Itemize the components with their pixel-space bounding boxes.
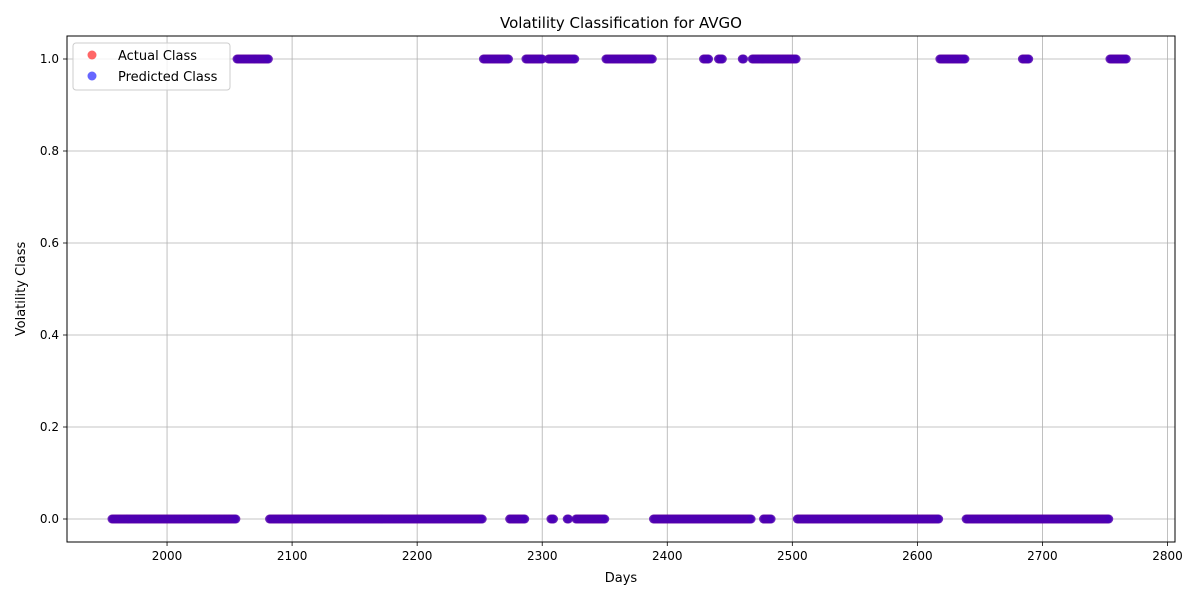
plot-frame — [66, 35, 1176, 543]
predicted-class-point — [1121, 54, 1131, 64]
predicted-class-point — [647, 54, 657, 64]
predicted-class-point — [520, 514, 530, 524]
predicted-class-point — [766, 514, 776, 524]
x-tick-label: 2500 — [777, 549, 808, 563]
predicted-class-point — [1024, 54, 1034, 64]
predicted-class-point — [704, 54, 714, 64]
x-tick-label: 2200 — [402, 549, 433, 563]
predicted-class-point — [600, 514, 610, 524]
predicted-class-point — [960, 54, 970, 64]
x-tick-label: 2600 — [902, 549, 933, 563]
data-points — [107, 54, 1131, 524]
predicted-class-point — [503, 54, 513, 64]
y-tick-label: 0.0 — [40, 512, 59, 526]
legend-marker-predicted-class — [87, 71, 97, 81]
x-tick-label: 2100 — [277, 549, 308, 563]
y-axis-label: Volatility Class — [14, 242, 29, 337]
predicted-class-point — [746, 514, 756, 524]
y-tick-label: 0.2 — [40, 420, 59, 434]
x-tick-label: 2700 — [1027, 549, 1058, 563]
predicted-class-point — [563, 514, 573, 524]
y-tick-label: 1.0 — [40, 52, 59, 66]
predicted-class-point — [1104, 514, 1114, 524]
predicted-class-point — [477, 514, 487, 524]
x-tick-label: 2000 — [152, 549, 183, 563]
y-tick-label: 0.4 — [40, 328, 59, 342]
legend-box — [72, 42, 231, 91]
grid — [67, 36, 1175, 542]
x-tick-label: 2800 — [1152, 549, 1183, 563]
predicted-class-point — [231, 514, 241, 524]
y-axis-ticks: 0.0 0.2 0.4 0.6 0.8 1.0 — [40, 52, 67, 526]
legend-label-actual-class: Actual Class — [118, 49, 197, 64]
legend: Actual Class Predicted Class — [72, 42, 231, 91]
predicted-class-point — [934, 514, 944, 524]
x-axis-ticks: 2000 2100 2200 2300 2400 2500 2600 2700 2800 — [152, 542, 1183, 563]
x-axis-label: Days — [605, 571, 638, 586]
x-tick-label: 2300 — [527, 549, 558, 563]
y-tick-label: 0.8 — [40, 144, 59, 158]
legend-marker-actual-class — [87, 50, 97, 60]
predicted-class-point — [717, 54, 727, 64]
predicted-class-point — [739, 54, 749, 64]
y-tick-label: 0.6 — [40, 236, 59, 250]
legend-label-predicted-class: Predicted Class — [118, 70, 218, 85]
predicted-class-point — [548, 514, 558, 524]
predicted-class-point — [570, 54, 580, 64]
chart-title: Volatility Classification for AVGO — [500, 14, 742, 32]
predicted-class-point — [791, 54, 801, 64]
predicted-class-point — [263, 54, 273, 64]
x-tick-label: 2400 — [652, 549, 683, 563]
predicted-class-point — [537, 54, 547, 64]
